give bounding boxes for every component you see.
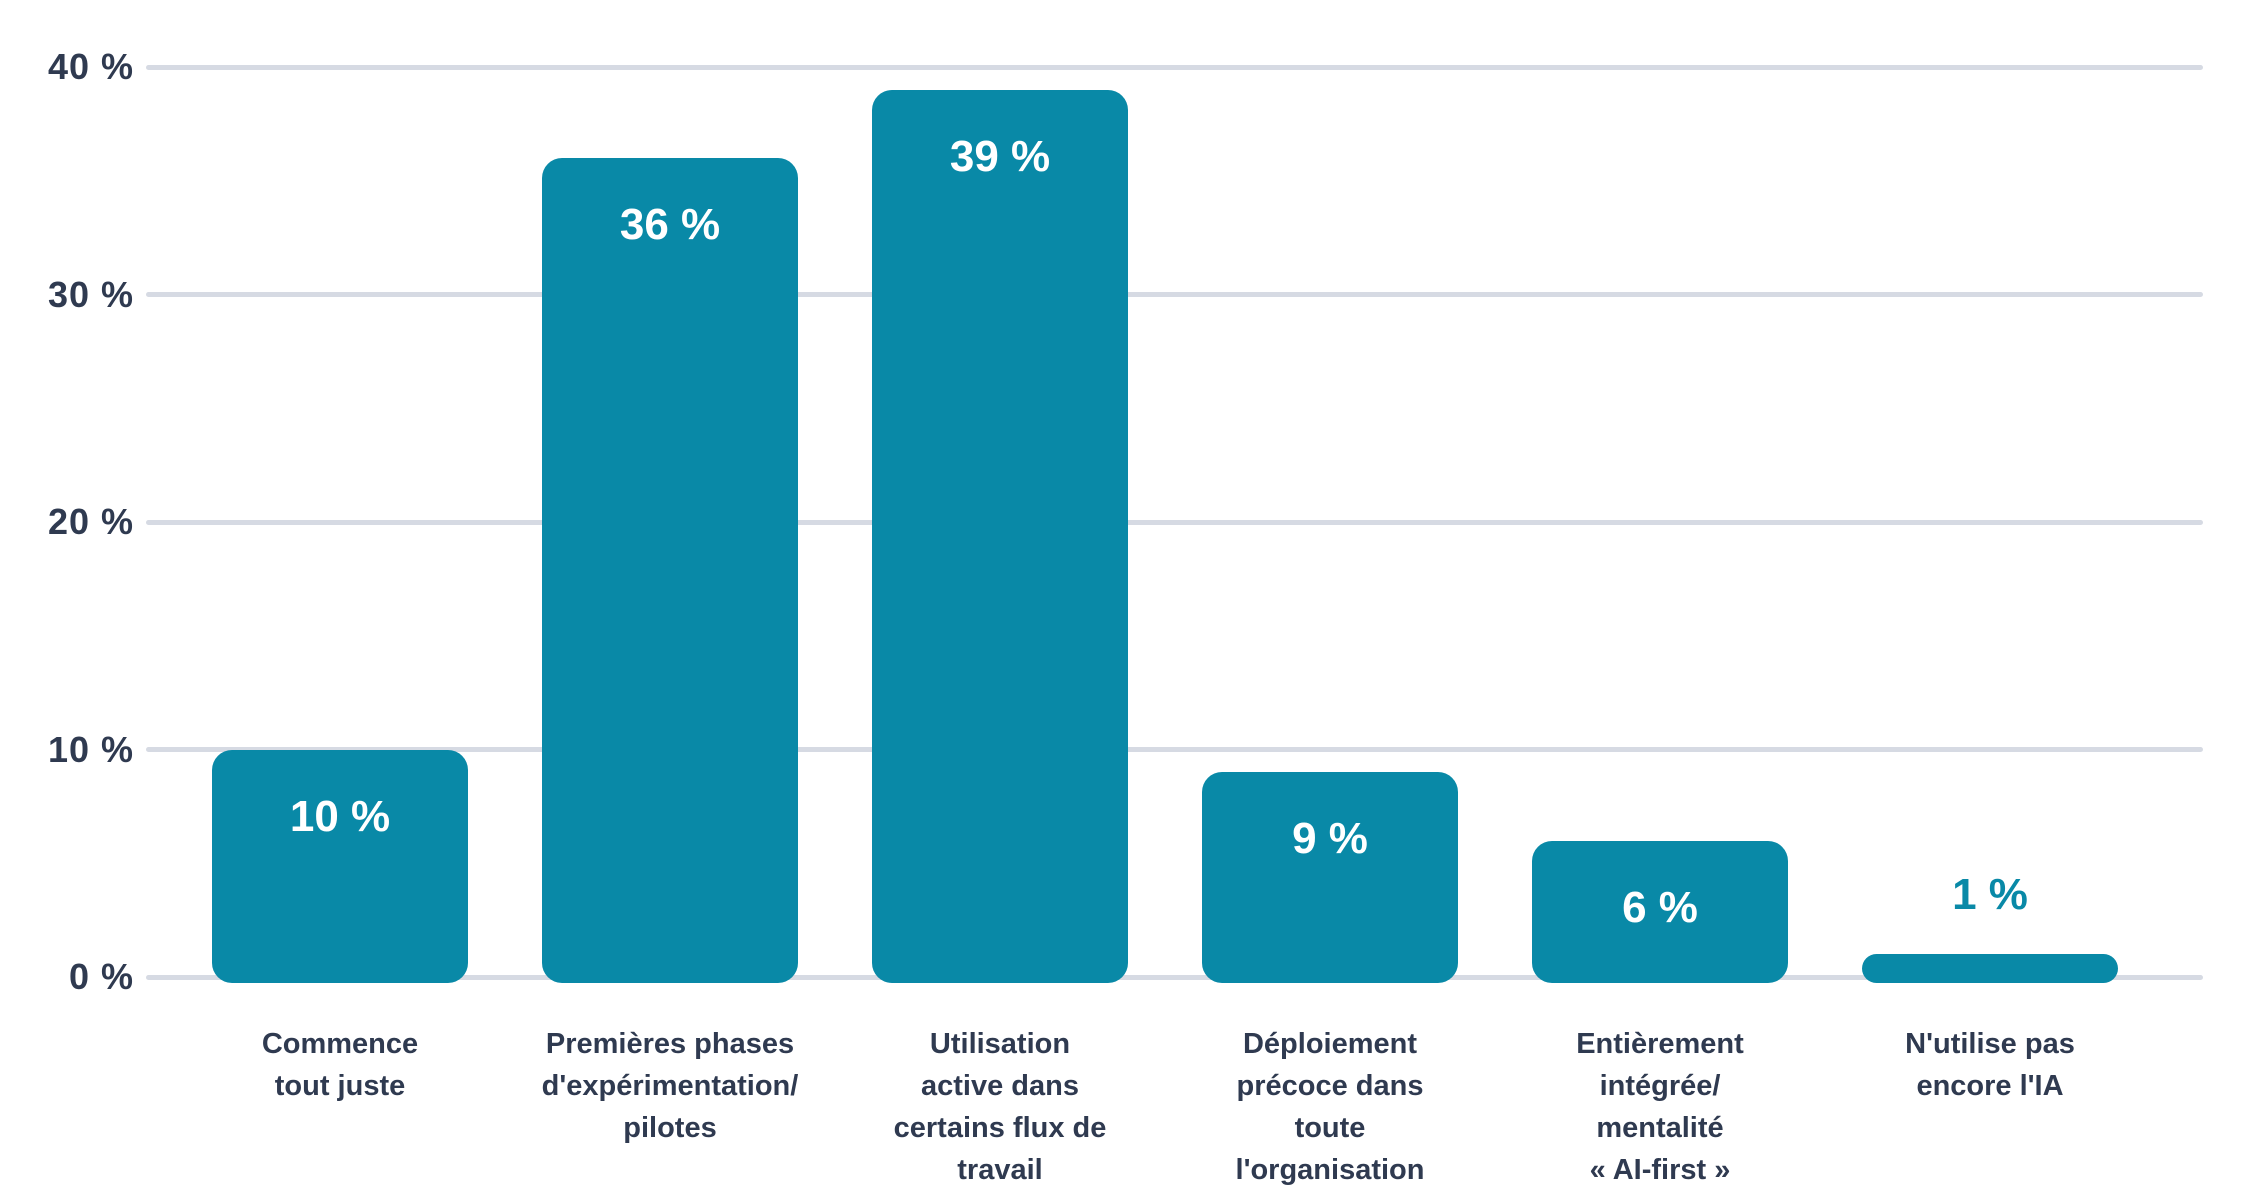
y-tick-label: 10 % bbox=[47, 728, 134, 770]
category-label-line: Utilisation bbox=[929, 1028, 1071, 1060]
gridline-30 bbox=[146, 292, 2203, 297]
bar-value-label: 36 % bbox=[619, 200, 721, 249]
bar-value-label: 1 % bbox=[1952, 870, 2028, 920]
category-label-line: Commence bbox=[261, 1028, 419, 1060]
category-label-line: précoce dans bbox=[1236, 1070, 1424, 1103]
bar-6 bbox=[1862, 954, 2118, 983]
y-tick-label: 30 % bbox=[47, 273, 134, 315]
category-label-line: encore l'IA bbox=[1916, 1070, 2064, 1103]
category-label-line: toute bbox=[1294, 1112, 1366, 1145]
category-label-line: Déploiement bbox=[1242, 1028, 1418, 1060]
category-label-6: N'utilise pas encore l'IA bbox=[1810, 1023, 2170, 1107]
category-label-5: Entièrement intégrée/mentalité « AI-first … bbox=[1480, 1023, 1840, 1185]
category-label-4: Déploiement précoce dans toute l'organisati… bbox=[1150, 1023, 1510, 1185]
y-tick-label: 40 % bbox=[47, 46, 134, 87]
plot-area: 0 % 10 % 20 % 30 % 40 % 10 % Commence tout just… bbox=[48, 46, 2203, 1185]
y-tick-label: 20 % bbox=[47, 501, 134, 542]
category-label-line: travail bbox=[957, 1154, 1043, 1185]
category-label-line: mentalité bbox=[1596, 1112, 1724, 1145]
gridline-10 bbox=[146, 747, 2203, 752]
y-tick-label: 0 % bbox=[68, 956, 134, 997]
ai-adoption-bar-chart: 0 % 10 % 20 % 30 % 40 % 10 % Commence tout just… bbox=[40, 16, 2250, 1185]
bar-value-label: 6 % bbox=[1622, 882, 1698, 932]
category-label-line: active dans bbox=[921, 1070, 1079, 1103]
category-label-line: pilotes bbox=[623, 1112, 717, 1145]
bar-value-label: 10 % bbox=[289, 791, 391, 841]
gridline-0 bbox=[146, 974, 2203, 980]
gridline-20 bbox=[146, 519, 2203, 525]
category-label-3: Utilisation active dans certains flux de tr… bbox=[820, 1023, 1180, 1185]
bar-2: 36 % bbox=[542, 158, 798, 983]
category-label-line: N'utilise pas bbox=[1905, 1028, 2075, 1060]
category-label-line: « AI-first » bbox=[1589, 1154, 1731, 1185]
category-label-line: Entièrement bbox=[1576, 1028, 1744, 1060]
category-label-1: Commence tout juste bbox=[160, 1023, 520, 1107]
bar-value-label: 9 % bbox=[1292, 814, 1368, 864]
bar-1: 10 % bbox=[212, 749, 468, 983]
category-label-line: tout juste bbox=[274, 1070, 406, 1103]
bar-5: 6 % bbox=[1532, 840, 1788, 983]
bar-4: 9 % bbox=[1202, 772, 1458, 983]
gridline-40 bbox=[146, 64, 2203, 70]
category-label-line: certains flux de bbox=[893, 1112, 1107, 1145]
category-label-line: l'organisation bbox=[1235, 1154, 1425, 1185]
bar-3: 39 % bbox=[872, 89, 1128, 983]
category-label-line: Premières phases bbox=[545, 1028, 795, 1060]
category-label-line: d'expérimentation/ bbox=[541, 1070, 799, 1103]
bar-value-label: 39 % bbox=[949, 131, 1051, 181]
category-label-2: Premières phases d'expérimentation/pilote… bbox=[490, 1023, 850, 1149]
category-label-line: intégrée/ bbox=[1599, 1070, 1721, 1103]
